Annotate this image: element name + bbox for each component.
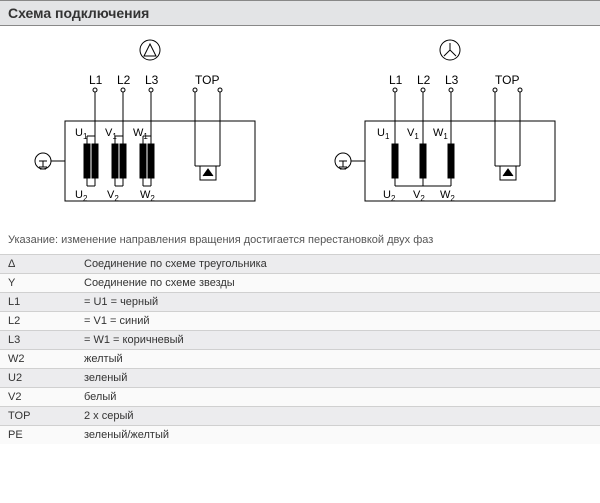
legend-row: ΔСоединение по схеме треугольника bbox=[0, 255, 600, 274]
legend-value: Соединение по схеме треугольника bbox=[76, 255, 600, 274]
section-title: Схема подключения bbox=[0, 0, 600, 26]
svg-text:W1: W1 bbox=[133, 127, 148, 141]
svg-text:U2: U2 bbox=[383, 189, 396, 203]
legend-key: U2 bbox=[0, 369, 76, 388]
legend-table: ΔСоединение по схеме треугольникаYСоедин… bbox=[0, 254, 600, 444]
label-l2: L2 bbox=[117, 73, 131, 87]
legend-row: L3= W1 = коричневый bbox=[0, 331, 600, 350]
legend-row: W2желтый bbox=[0, 350, 600, 369]
legend-key: Δ bbox=[0, 255, 76, 274]
legend-row: YСоединение по схеме звезды bbox=[0, 274, 600, 293]
legend-row: U2зеленый bbox=[0, 369, 600, 388]
svg-text:U1: U1 bbox=[377, 127, 390, 141]
star-diagram: L1 L2 L3 TOP U1 V1 W1 U2 bbox=[325, 36, 575, 226]
svg-text:V2: V2 bbox=[413, 189, 425, 203]
label-top: TOP bbox=[195, 73, 219, 87]
legend-row: PEзеленый/желтый bbox=[0, 426, 600, 445]
legend-row: L2= V1 = синий bbox=[0, 312, 600, 331]
svg-text:L1: L1 bbox=[389, 73, 403, 87]
wiring-diagrams: L1 L2 L3 TOP U1 V1 W1 bbox=[0, 26, 600, 232]
svg-text:V1: V1 bbox=[407, 127, 419, 141]
svg-text:L2: L2 bbox=[417, 73, 431, 87]
svg-text:U2: U2 bbox=[75, 189, 88, 203]
legend-key: Y bbox=[0, 274, 76, 293]
legend-value: = V1 = синий bbox=[76, 312, 600, 331]
legend-row: L1= U1 = черный bbox=[0, 293, 600, 312]
legend-value: желтый bbox=[76, 350, 600, 369]
legend-key: L2 bbox=[0, 312, 76, 331]
legend-value: 2 x серый bbox=[76, 407, 600, 426]
legend-row: TOP2 x серый bbox=[0, 407, 600, 426]
note-text: Указание: изменение направления вращения… bbox=[0, 232, 600, 254]
svg-text:U1: U1 bbox=[75, 127, 88, 141]
svg-text:W2: W2 bbox=[140, 189, 155, 203]
legend-value: зеленый bbox=[76, 369, 600, 388]
delta-diagram: L1 L2 L3 TOP U1 V1 W1 bbox=[25, 36, 275, 226]
legend-value: белый bbox=[76, 388, 600, 407]
svg-text:W2: W2 bbox=[440, 189, 455, 203]
svg-text:V2: V2 bbox=[107, 189, 119, 203]
svg-text:L3: L3 bbox=[445, 73, 459, 87]
legend-key: L1 bbox=[0, 293, 76, 312]
label-l1: L1 bbox=[89, 73, 103, 87]
legend-key: L3 bbox=[0, 331, 76, 350]
legend-key: V2 bbox=[0, 388, 76, 407]
legend-value: = W1 = коричневый bbox=[76, 331, 600, 350]
label-l3: L3 bbox=[145, 73, 159, 87]
legend-value: = U1 = черный bbox=[76, 293, 600, 312]
svg-text:TOP: TOP bbox=[495, 73, 519, 87]
legend-key: TOP bbox=[0, 407, 76, 426]
legend-value: зеленый/желтый bbox=[76, 426, 600, 445]
legend-key: PE bbox=[0, 426, 76, 445]
legend-row: V2белый bbox=[0, 388, 600, 407]
legend-key: W2 bbox=[0, 350, 76, 369]
svg-text:W1: W1 bbox=[433, 127, 448, 141]
legend-value: Соединение по схеме звезды bbox=[76, 274, 600, 293]
